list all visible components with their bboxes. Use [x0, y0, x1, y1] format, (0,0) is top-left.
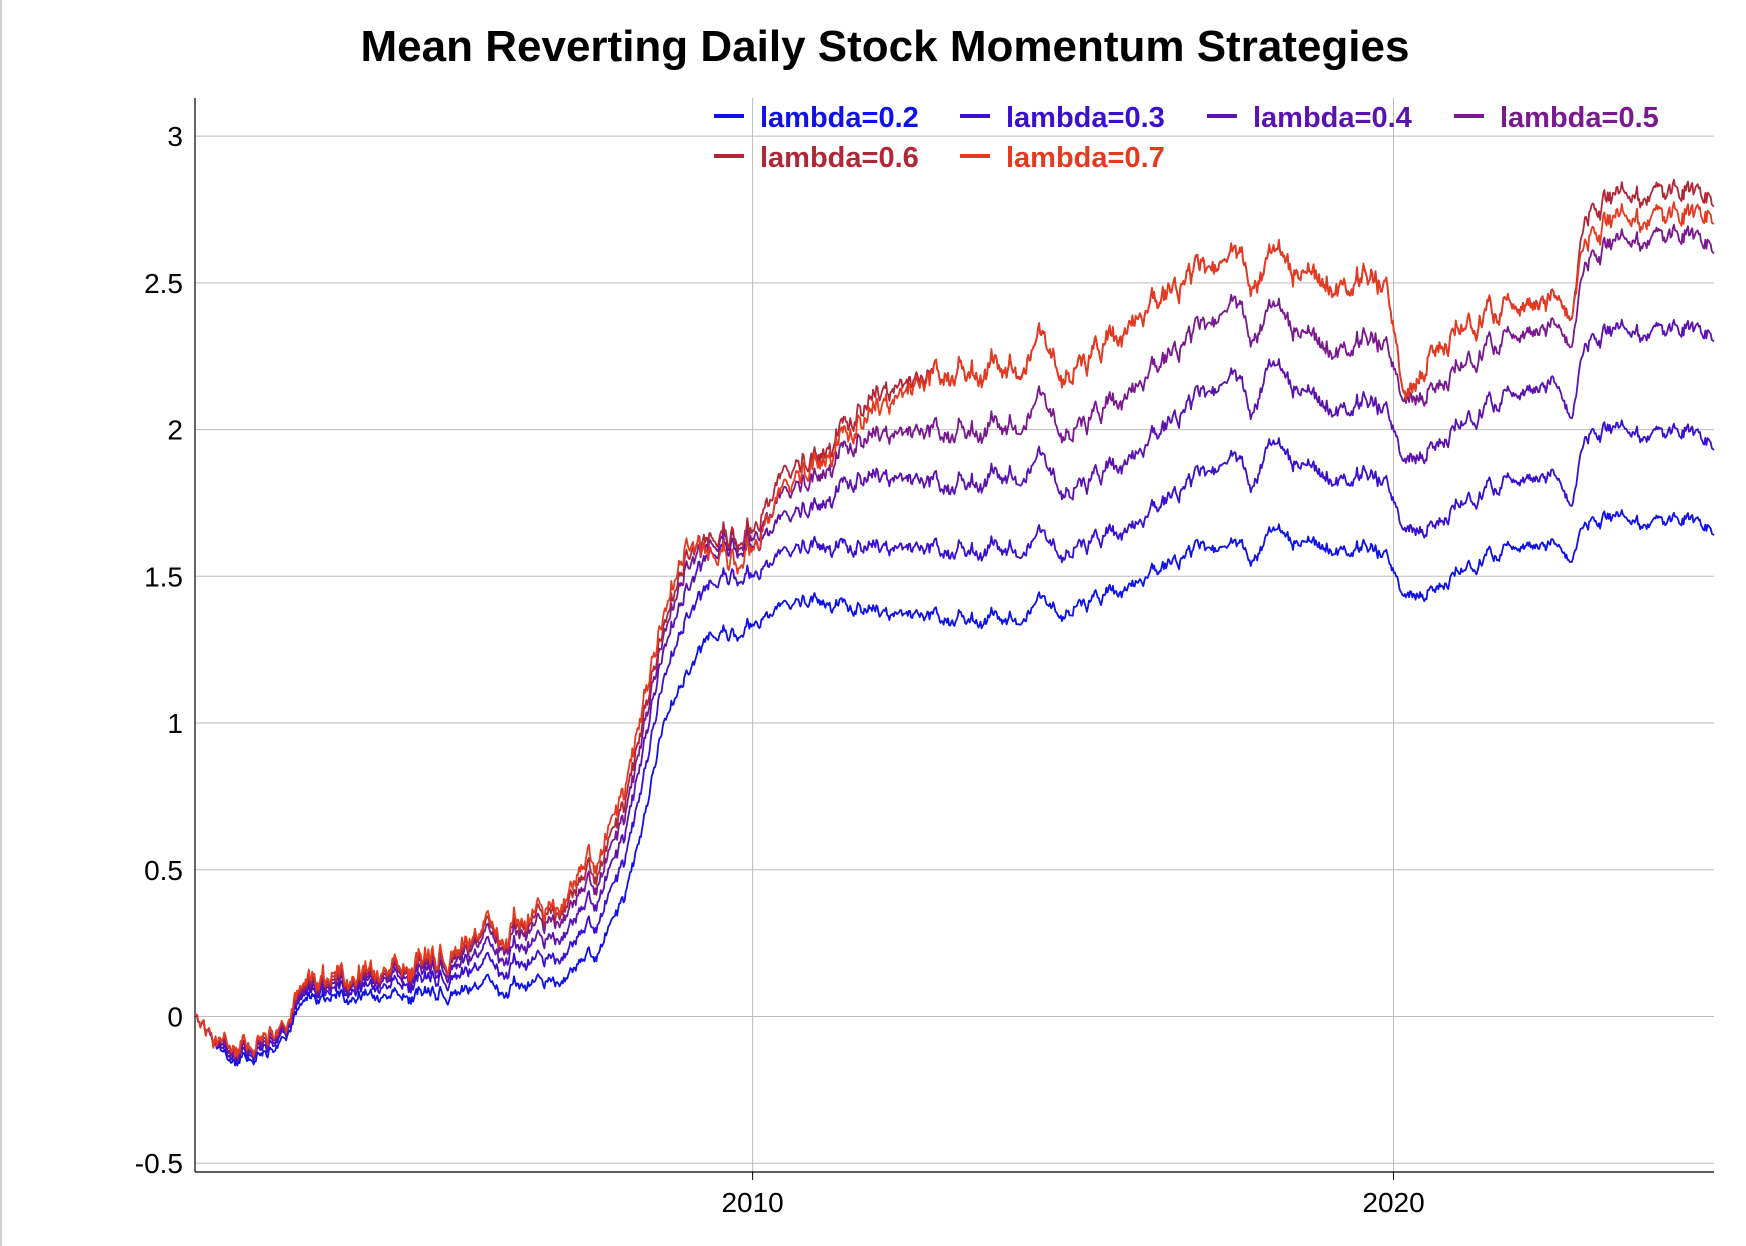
series-line-lambda-0-2 — [194, 509, 1715, 1067]
grid — [195, 98, 1714, 1172]
legend: lambda=0.2 lambda=0.3 lambda=0.4 lambda=0.5… — [714, 102, 1659, 174]
y-tick-label: 2.5 — [144, 268, 183, 299]
legend-label: lambda=0.7 — [1006, 142, 1165, 174]
axes: -0.5 0 0.5 1 1.5 2 2.5 3 2010 2020 — [135, 98, 1714, 1218]
y-tick-label: 0.5 — [144, 855, 183, 886]
y-tick-label: 2 — [167, 415, 183, 446]
legend-item: lambda=0.3 — [960, 102, 1165, 134]
y-tick-label: 3 — [167, 121, 183, 152]
legend-label: lambda=0.2 — [760, 102, 919, 134]
series-line-lambda-0-5 — [194, 223, 1715, 1061]
legend-item: lambda=0.6 — [714, 142, 919, 174]
y-tick-label: 1.5 — [144, 561, 183, 592]
series-lines — [194, 178, 1715, 1067]
legend-label: lambda=0.6 — [760, 142, 919, 174]
series-line-lambda-0-4 — [194, 318, 1715, 1061]
legend-label: lambda=0.3 — [1006, 102, 1165, 134]
x-tick-label: 2020 — [1362, 1187, 1424, 1218]
series-line-lambda-0-7 — [194, 201, 1715, 1058]
legend-label: lambda=0.5 — [1500, 102, 1659, 134]
legend-label: lambda=0.4 — [1253, 102, 1412, 134]
series-line-lambda-0-6 — [194, 178, 1715, 1058]
y-tick-label: 0 — [167, 1001, 183, 1032]
series-line-lambda-0-3 — [194, 419, 1715, 1064]
y-tick-label: 1 — [167, 708, 183, 739]
chart-title: Mean Reverting Daily Stock Momentum Stra… — [360, 22, 1410, 71]
x-tick-label: 2010 — [721, 1187, 783, 1218]
legend-item: lambda=0.2 — [714, 102, 919, 134]
y-tick-label: -0.5 — [135, 1148, 183, 1179]
legend-item: lambda=0.5 — [1454, 102, 1659, 134]
legend-item: lambda=0.4 — [1207, 102, 1412, 134]
legend-item: lambda=0.7 — [960, 142, 1165, 174]
